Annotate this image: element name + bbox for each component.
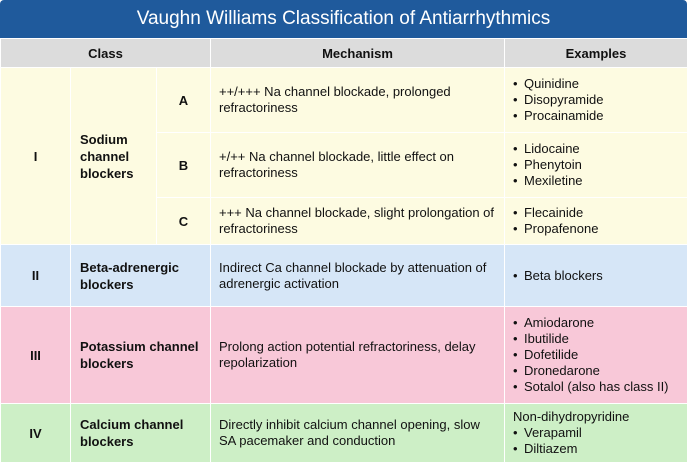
header-examples: Examples (505, 39, 687, 68)
bullet-icon: • (513, 425, 518, 441)
bullet-icon: • (513, 331, 518, 347)
mechanism-cell: Indirect Ca channel blockade by attenuat… (211, 245, 505, 307)
examples-list: •Amiodarone •Ibutilide •Dofetilide •Dron… (513, 315, 679, 395)
examples-cell: •Lidocaine •Phenytoin •Mexiletine (505, 133, 687, 198)
table-title: Vaughn Williams Classification of Antiar… (0, 0, 687, 38)
bullet-icon: • (513, 157, 518, 173)
examples-note: Non-dihydropyridine (513, 409, 679, 425)
mechanism-cell: +/++ Na channel blockade, little effect … (211, 133, 505, 198)
list-item: •Dronedarone (513, 363, 679, 379)
subclass-label: C (157, 198, 211, 245)
list-item: •Phenytoin (513, 157, 679, 173)
examples-list: •Quinidine •Disopyramide •Procainamide (513, 76, 679, 124)
class-name: Calcium channel blockers (71, 404, 211, 463)
list-item: •Propafenone (513, 221, 679, 237)
list-item: •Sotalol (also has class II) (513, 379, 679, 395)
bullet-icon: • (513, 315, 518, 331)
examples-cell: •Flecainide •Propafenone (505, 198, 687, 245)
table-row-class-iv: IV Calcium channel blockers Directly inh… (1, 404, 687, 463)
class-numeral: I (1, 68, 71, 245)
bullet-icon: • (513, 108, 518, 124)
bullet-icon: • (513, 76, 518, 92)
mechanism-cell: +++ Na channel blockade, slight prolonga… (211, 198, 505, 245)
examples-cell: Non-dihydropyridine •Verapamil •Diltiaze… (505, 404, 687, 463)
examples-list: •Lidocaine •Phenytoin •Mexiletine (513, 141, 679, 189)
examples-cell: •Amiodarone •Ibutilide •Dofetilide •Dron… (505, 307, 687, 404)
header-row: Class Mechanism Examples (1, 39, 687, 68)
bullet-icon: • (513, 268, 518, 284)
class-numeral: II (1, 245, 71, 307)
bullet-icon: • (513, 379, 518, 395)
examples-cell: •Quinidine •Disopyramide •Procainamide (505, 68, 687, 133)
subclass-label: A (157, 68, 211, 133)
table-row-class-iii: III Potassium channel blockers Prolong a… (1, 307, 687, 404)
mechanism-cell: Directly inhibit calcium channel opening… (211, 404, 505, 463)
header-class: Class (1, 39, 211, 68)
mechanism-cell: Prolong action potential refractoriness,… (211, 307, 505, 404)
class-name: Beta-adrenergic blockers (71, 245, 211, 307)
list-item: •Dofetilide (513, 347, 679, 363)
list-item: •Beta blockers (513, 268, 679, 284)
bullet-icon: • (513, 221, 518, 237)
class-numeral: IV (1, 404, 71, 463)
bullet-icon: • (513, 205, 518, 221)
header-mechanism: Mechanism (211, 39, 505, 68)
mechanism-cell: ++/+++ Na channel blockade, prolonged re… (211, 68, 505, 133)
bullet-icon: • (513, 347, 518, 363)
examples-list: •Beta blockers (513, 268, 679, 284)
list-item: •Verapamil (513, 425, 679, 441)
table-row-class-ii: II Beta-adrenergic blockers Indirect Ca … (1, 245, 687, 307)
bullet-icon: • (513, 141, 518, 157)
class-numeral: III (1, 307, 71, 404)
bullet-icon: • (513, 441, 518, 457)
list-item: •Mexiletine (513, 173, 679, 189)
list-item: •Flecainide (513, 205, 679, 221)
bullet-icon: • (513, 173, 518, 189)
list-item: •Lidocaine (513, 141, 679, 157)
examples-cell: •Beta blockers (505, 245, 687, 307)
list-item: •Disopyramide (513, 92, 679, 108)
class-name: Potassium channel blockers (71, 307, 211, 404)
list-item: •Amiodarone (513, 315, 679, 331)
list-item: •Quinidine (513, 76, 679, 92)
bullet-icon: • (513, 92, 518, 108)
subclass-label: B (157, 133, 211, 198)
table-row-class-ia: I Sodium channel blockers A ++/+++ Na ch… (1, 68, 687, 133)
bullet-icon: • (513, 363, 518, 379)
list-item: •Diltiazem (513, 441, 679, 457)
examples-list: •Verapamil •Diltiazem (513, 425, 679, 457)
class-name: Sodium channel blockers (71, 68, 157, 245)
examples-list: •Flecainide •Propafenone (513, 205, 679, 237)
classification-table: Class Mechanism Examples I Sodium channe… (0, 38, 687, 463)
list-item: •Ibutilide (513, 331, 679, 347)
list-item: •Procainamide (513, 108, 679, 124)
